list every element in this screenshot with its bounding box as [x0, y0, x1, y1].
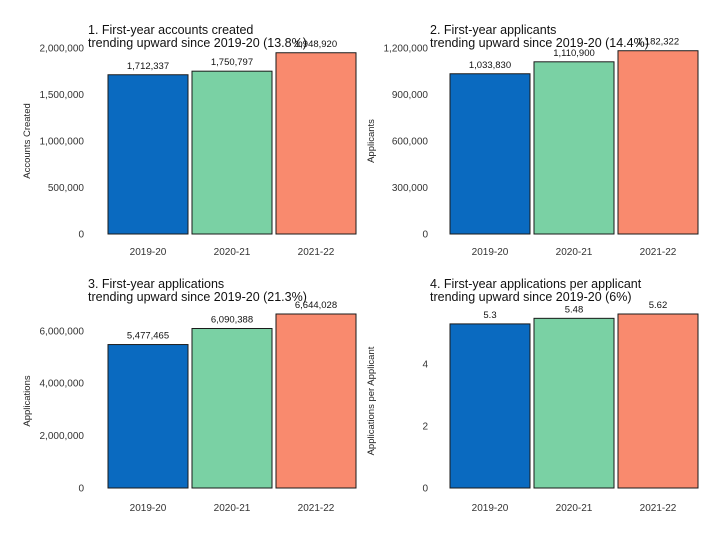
bar-2020-21 [191, 70, 273, 235]
y-tick-label: 0 [78, 230, 84, 241]
y-tick-label: 300,000 [392, 183, 429, 194]
bar-2021-22 [275, 313, 357, 489]
y-axis-label: Applicants [366, 119, 377, 163]
chart-title-line: trending upward since 2019-20 (14.4%) [430, 36, 649, 50]
bar-2019-20 [107, 344, 189, 489]
bar-2019-20 [107, 74, 189, 235]
chart-title-line: trending upward since 2019-20 (21.3%) [88, 290, 307, 304]
bar-value-label: 5.62 [649, 300, 668, 311]
y-tick-label: 600,000 [392, 137, 429, 148]
bar-value-label: 6,644,028 [295, 300, 337, 311]
chart-title-line: trending upward since 2019-20 (6%) [430, 290, 632, 304]
y-tick-label: 1,200,000 [384, 44, 429, 55]
y-tick-label: 4 [422, 360, 428, 371]
x-tick-label: 2019-20 [130, 247, 167, 258]
chart-title-line: 1. First-year accounts created [88, 23, 253, 37]
y-axis-label: Applications [22, 375, 33, 426]
bar-2020-21 [191, 327, 273, 489]
x-tick-label: 2020-21 [214, 247, 251, 258]
x-tick-label: 2019-20 [472, 247, 509, 258]
chart-title-line: trending upward since 2019-20 (13.8%) [88, 36, 307, 50]
x-tick-label: 2021-22 [298, 247, 335, 258]
bar-value-label: 1,712,337 [127, 61, 169, 72]
bar-2019-20 [449, 73, 531, 235]
chart-title-line: 2. First-year applicants [430, 23, 556, 37]
bar-value-label: 1,033,830 [469, 60, 511, 71]
x-tick-label: 2021-22 [640, 247, 677, 258]
y-tick-label: 900,000 [392, 90, 429, 101]
bar-2021-22 [617, 50, 699, 235]
chart-title-line: 3. First-year applications [88, 277, 224, 291]
x-tick-label: 2021-22 [640, 503, 677, 514]
y-tick-label: 0 [78, 484, 84, 495]
bar-value-label: 1,182,322 [637, 37, 679, 48]
bar-value-label: 5.48 [565, 304, 584, 315]
bar-value-label: 5.3 [483, 310, 496, 321]
y-axis-label: Accounts Created [22, 103, 33, 179]
x-tick-label: 2021-22 [298, 503, 335, 514]
bar-2021-22 [275, 52, 357, 235]
y-tick-label: 1,500,000 [40, 90, 85, 101]
x-tick-label: 2019-20 [130, 503, 167, 514]
y-tick-label: 2,000,000 [40, 431, 85, 442]
y-tick-label: 0 [422, 230, 428, 241]
bar-value-label: 5,477,465 [127, 331, 169, 342]
y-tick-label: 0 [422, 484, 428, 495]
y-tick-label: 4,000,000 [40, 379, 85, 390]
x-tick-label: 2020-21 [556, 247, 593, 258]
bar-value-label: 1,110,900 [553, 48, 595, 59]
bar-2019-20 [449, 323, 531, 489]
y-tick-label: 6,000,000 [40, 326, 85, 337]
x-tick-label: 2019-20 [472, 503, 509, 514]
y-tick-label: 1,000,000 [40, 137, 85, 148]
chart-title-line: 4. First-year applications per applicant [430, 277, 642, 291]
bar-value-label: 6,090,388 [211, 314, 253, 325]
y-tick-label: 500,000 [48, 183, 85, 194]
bar-2020-21 [533, 61, 615, 235]
x-tick-label: 2020-21 [214, 503, 251, 514]
bar-value-label: 1,750,797 [211, 57, 253, 68]
chart-panel-4: 4. First-year applications per applicant… [366, 277, 699, 514]
bar-value-label: 1,948,920 [295, 39, 337, 50]
y-tick-label: 2,000,000 [40, 44, 85, 55]
bar-2020-21 [533, 317, 615, 489]
bar-2021-22 [617, 313, 699, 489]
y-tick-label: 2 [422, 422, 428, 433]
x-tick-label: 2020-21 [556, 503, 593, 514]
y-axis-label: Applications per Applicant [366, 346, 377, 455]
